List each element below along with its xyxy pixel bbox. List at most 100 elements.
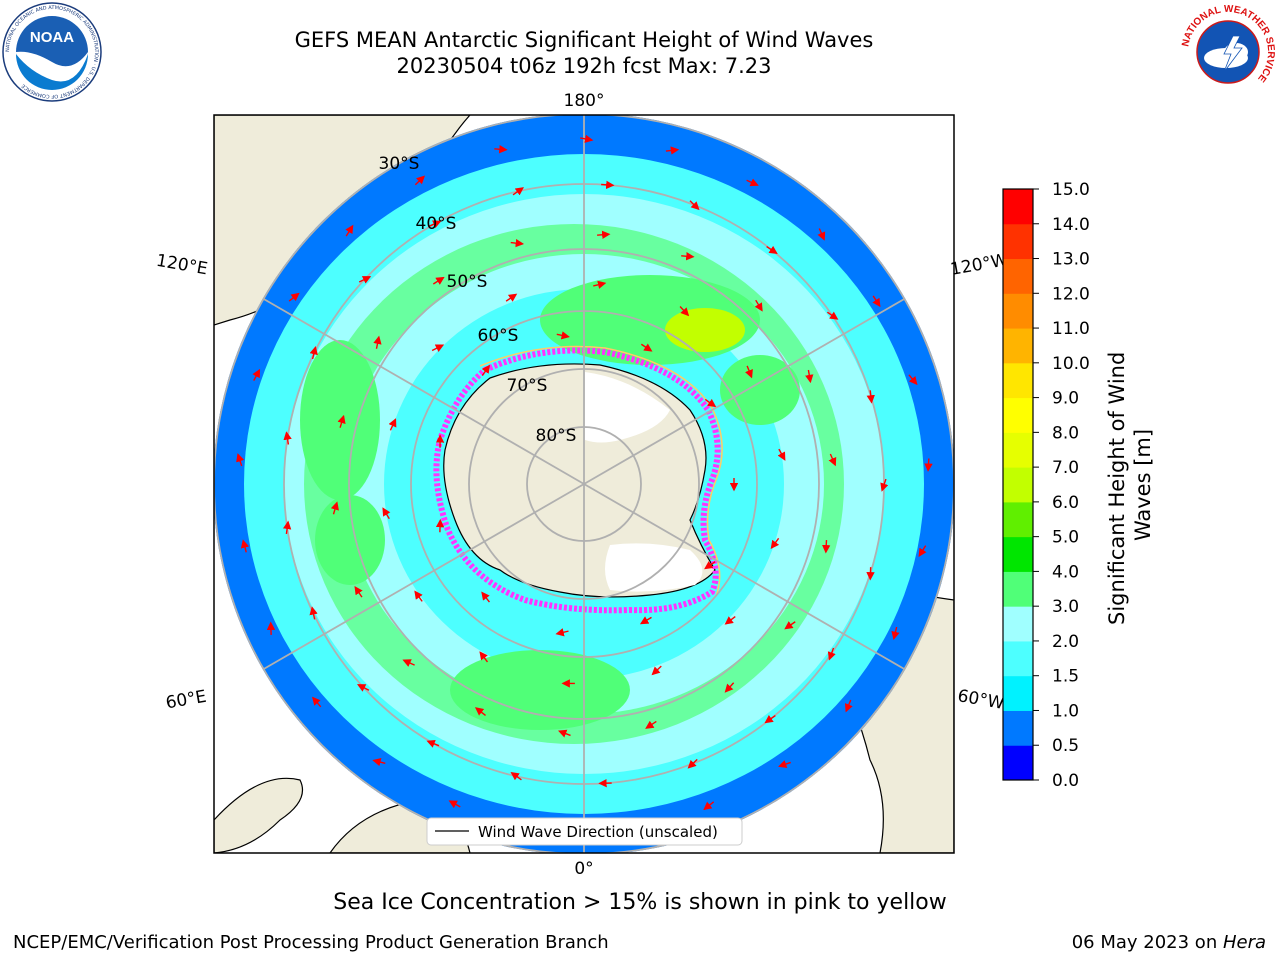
wave-direction-arrow bbox=[382, 507, 391, 520]
wave-direction-arrow bbox=[556, 331, 570, 340]
colorbar-segment bbox=[1003, 745, 1033, 781]
wave-direction-arrow bbox=[746, 178, 759, 187]
wave-direction-arrow bbox=[805, 369, 814, 384]
colorbar-tick-label: 14.0 bbox=[1052, 215, 1090, 235]
colorbar-segment bbox=[1003, 223, 1033, 260]
wave-direction-arrow bbox=[866, 390, 875, 404]
colorbar-tick-label: 2.0 bbox=[1052, 632, 1079, 652]
chart-title: GEFS MEAN Antarctic Significant Height o… bbox=[294, 28, 874, 52]
footer-date-text: 06 May 2023 on bbox=[1071, 932, 1223, 953]
colorbar-tick-label: 13.0 bbox=[1052, 250, 1090, 270]
colorbar-tick-label: 15.0 bbox=[1052, 180, 1090, 200]
wave-direction-arrow bbox=[778, 760, 791, 769]
wave-direction-arrow bbox=[372, 758, 386, 767]
wave-direction-arrow bbox=[494, 145, 508, 154]
wave-direction-arrow bbox=[754, 299, 763, 312]
lon-label-180: 180° bbox=[564, 91, 605, 111]
wave-direction-arrow bbox=[704, 398, 717, 408]
wave-direction-arrow bbox=[601, 180, 615, 190]
polar-map bbox=[214, 115, 954, 853]
wave-direction-arrow bbox=[373, 335, 382, 349]
wave-direction-arrow bbox=[724, 682, 735, 693]
colorbar-tick-label: 8.0 bbox=[1052, 423, 1079, 443]
wave-direction-arrow bbox=[597, 230, 611, 239]
colorbar-segment bbox=[1003, 606, 1033, 642]
colorbar-segment bbox=[1003, 258, 1033, 294]
colorbar-segment bbox=[1003, 328, 1033, 364]
wave-direction-arrow bbox=[770, 537, 780, 550]
wave-direction-arrow bbox=[703, 801, 715, 811]
wave-direction-arrow bbox=[651, 665, 662, 676]
sea-ice-edge bbox=[433, 347, 721, 614]
wave-direction-arrow bbox=[679, 305, 690, 317]
wave-direction-arrow bbox=[784, 621, 796, 630]
colorbar-segment bbox=[1003, 293, 1033, 329]
wave-direction-arrow bbox=[817, 228, 826, 241]
wave-direction-arrow bbox=[309, 606, 318, 620]
colorbar-segment bbox=[1003, 467, 1033, 503]
wave-direction-arrow bbox=[724, 615, 736, 625]
wave-direction-arrow bbox=[358, 276, 372, 284]
colorbar: 0.0 0.5 1.0 1.5 2.0 3.0 4.0 5.0 6.0 7.0 8.0 9.0 10.0… bbox=[1002, 180, 1090, 791]
chart-subtitle: 20230504 t06z 192h fcst Max: 7.23 bbox=[396, 54, 772, 78]
lon-label-120e: 120°E bbox=[155, 251, 209, 280]
footer-machine: Hera bbox=[1222, 932, 1266, 953]
wave-direction-arrow bbox=[402, 659, 415, 667]
wave-direction-arrow bbox=[311, 696, 322, 708]
wave-direction-arrow bbox=[431, 344, 445, 353]
lon-label-120w: 120°W bbox=[949, 250, 1010, 280]
lat-label-70s: 70°S bbox=[507, 376, 548, 396]
lat-label-30s: 30°S bbox=[379, 154, 420, 174]
colorbar-tick-label: 6.0 bbox=[1052, 493, 1079, 513]
wave-direction-arrow bbox=[827, 647, 836, 661]
wave-direction-arrow bbox=[505, 293, 518, 302]
legend-label: Wind Wave Direction (unscaled) bbox=[478, 823, 718, 841]
map-legend: Wind Wave Direction (unscaled) bbox=[426, 817, 743, 846]
colorbar-tick-label: 12.0 bbox=[1052, 284, 1090, 304]
wave-direction-arrow bbox=[252, 368, 261, 381]
wave-direction-arrow bbox=[593, 280, 607, 289]
ice-shelf-ross bbox=[585, 372, 670, 443]
colorbar-tick-label: 4.0 bbox=[1052, 562, 1079, 582]
sea-ice-caption: Sea Ice Concentration > 15% is shown in … bbox=[333, 890, 947, 915]
wave-direction-arrow bbox=[337, 414, 346, 428]
colorbar-tick-label: 9.0 bbox=[1052, 389, 1079, 409]
wave-direction-arrow bbox=[414, 175, 426, 186]
colorbar-segment bbox=[1003, 189, 1033, 225]
wave-direction-arrow bbox=[844, 699, 853, 713]
colorbar-tick-label: 10.0 bbox=[1052, 354, 1090, 374]
lat-label-60s: 60°S bbox=[478, 326, 519, 346]
colorbar-tick-label: 5.0 bbox=[1052, 528, 1079, 548]
wave-direction-arrow bbox=[330, 501, 339, 515]
colorbar-tick-label: 7.0 bbox=[1052, 458, 1079, 478]
wave-direction-arrow bbox=[479, 651, 489, 663]
wave-direction-arrow bbox=[510, 238, 525, 248]
wave-direction-arrow bbox=[687, 758, 698, 769]
wave-direction-arrow bbox=[640, 343, 653, 352]
wave-direction-arrow bbox=[510, 772, 522, 781]
colorbar-segment bbox=[1003, 640, 1033, 677]
colorbar-label: Significant Height of Wind Waves [m] bbox=[1105, 345, 1155, 625]
wave-direction-arrow bbox=[665, 146, 680, 155]
wave-direction-arrow bbox=[681, 252, 695, 261]
lat-label-50s: 50°S bbox=[447, 272, 488, 292]
wave-direction-arrow bbox=[558, 729, 571, 738]
colorbar-segment bbox=[1003, 397, 1033, 433]
footer-credit: NCEP/EMC/Verification Post Processing Pr… bbox=[13, 932, 609, 953]
lon-label-60w: 60°W bbox=[956, 686, 1006, 714]
wave-direction-arrow bbox=[354, 585, 363, 598]
wave-direction-arrow bbox=[777, 448, 786, 461]
lat-label-40s: 40°S bbox=[416, 214, 457, 234]
wave-direction-arrow bbox=[689, 200, 700, 211]
wave-direction-arrow bbox=[639, 616, 652, 625]
wave-direction-arrow bbox=[236, 453, 245, 467]
wave-direction-arrow bbox=[448, 800, 461, 809]
colorbar-segment bbox=[1003, 675, 1033, 711]
wave-direction-arrow bbox=[826, 311, 839, 320]
colorbar-tick-label: 11.0 bbox=[1052, 319, 1090, 339]
wave-direction-arrow bbox=[704, 561, 716, 570]
colorbar-tick-label: 0.0 bbox=[1052, 771, 1079, 791]
wave-direction-arrow bbox=[357, 684, 370, 692]
wave-direction-arrow bbox=[918, 545, 927, 558]
